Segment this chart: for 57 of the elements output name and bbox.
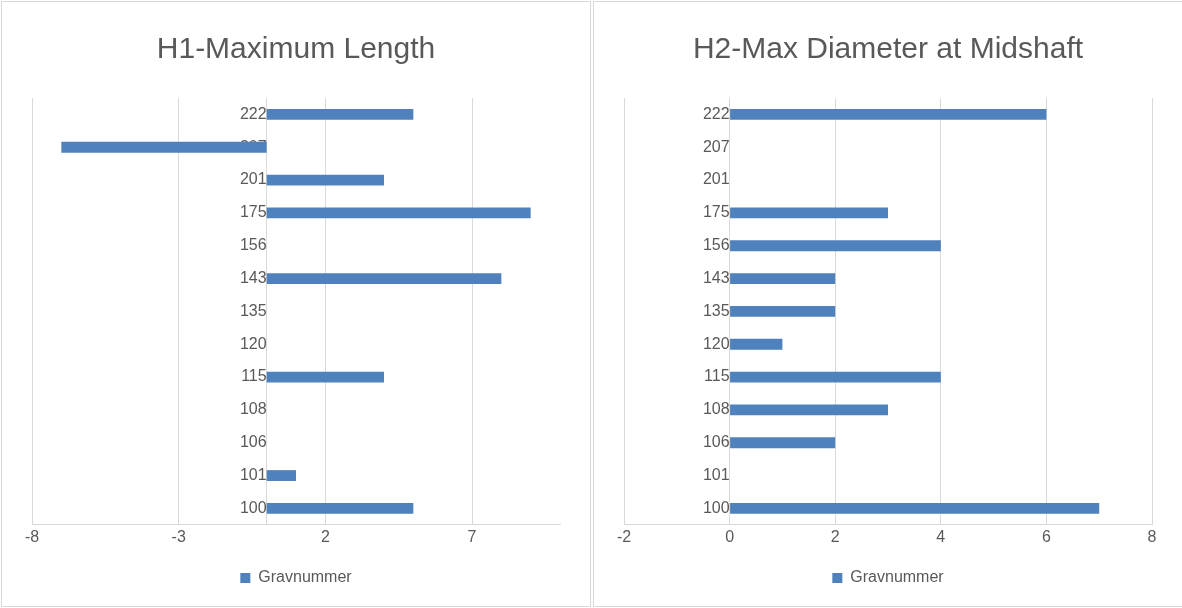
- y-tick-label: 222: [239, 104, 267, 122]
- y-tick-label: 108: [702, 400, 730, 418]
- y-tick-label: 101: [702, 465, 730, 483]
- y-tick-label: 175: [239, 203, 267, 221]
- bar: [266, 207, 531, 219]
- bar: [730, 240, 941, 252]
- x-tick-label: -8: [24, 527, 40, 545]
- y-tick-label: 201: [239, 170, 267, 188]
- y-tick-label: 222: [702, 104, 730, 122]
- bar: [730, 404, 888, 416]
- x-tick-label: 2: [830, 527, 840, 545]
- bar: [730, 502, 1100, 514]
- bar: [266, 470, 296, 481]
- y-tick-label: 207: [702, 137, 730, 155]
- bar: [266, 273, 502, 284]
- y-tick-label: 135: [239, 301, 267, 319]
- legend-label: Gravnummer: [850, 568, 945, 586]
- y-tick-label: 156: [239, 236, 267, 254]
- y-tick-label: 106: [239, 433, 267, 451]
- y-tick-label: 201: [702, 170, 730, 188]
- y-tick-label: 108: [239, 400, 267, 418]
- bar: [730, 371, 941, 383]
- y-tick-label: 106: [702, 433, 730, 451]
- x-tick-label: 2: [320, 527, 330, 545]
- y-tick-label: 120: [702, 334, 730, 352]
- y-tick-label: 100: [239, 498, 267, 516]
- bar: [730, 305, 836, 317]
- y-tick-label: 143: [702, 268, 730, 286]
- chart-title: H1-Maximum Length: [156, 31, 436, 65]
- x-tick-label: 6: [1041, 527, 1051, 545]
- bar: [730, 207, 888, 219]
- y-tick-label: 115: [241, 367, 267, 385]
- y-tick-label: 143: [239, 268, 267, 286]
- bar: [266, 174, 384, 186]
- x-tick-label: -2: [616, 527, 632, 545]
- bar: [730, 273, 836, 284]
- bar: [266, 371, 384, 383]
- x-tick-label: 0: [725, 527, 735, 545]
- y-tick-label: 135: [702, 301, 730, 319]
- bar: [730, 109, 1047, 120]
- y-tick-label: 156: [702, 236, 730, 254]
- bar: [266, 502, 414, 514]
- x-tick-label: 4: [936, 527, 946, 545]
- y-tick-label: 100: [702, 498, 730, 516]
- y-tick-label: 101: [239, 465, 267, 483]
- y-tick-label: 115: [704, 367, 730, 385]
- x-tick-label: -3: [171, 527, 186, 545]
- bar: [61, 141, 267, 153]
- chart-title: H2-Max Diameter at Midshaft: [692, 31, 1084, 65]
- bar: [730, 338, 783, 350]
- bar: [266, 109, 414, 120]
- y-tick-label: 175: [702, 203, 730, 221]
- legend-label: Gravnummer: [258, 568, 353, 586]
- x-tick-label: 7: [467, 527, 477, 545]
- y-tick-label: 120: [239, 334, 267, 352]
- bar: [730, 437, 836, 449]
- x-tick-label: 8: [1147, 527, 1157, 545]
